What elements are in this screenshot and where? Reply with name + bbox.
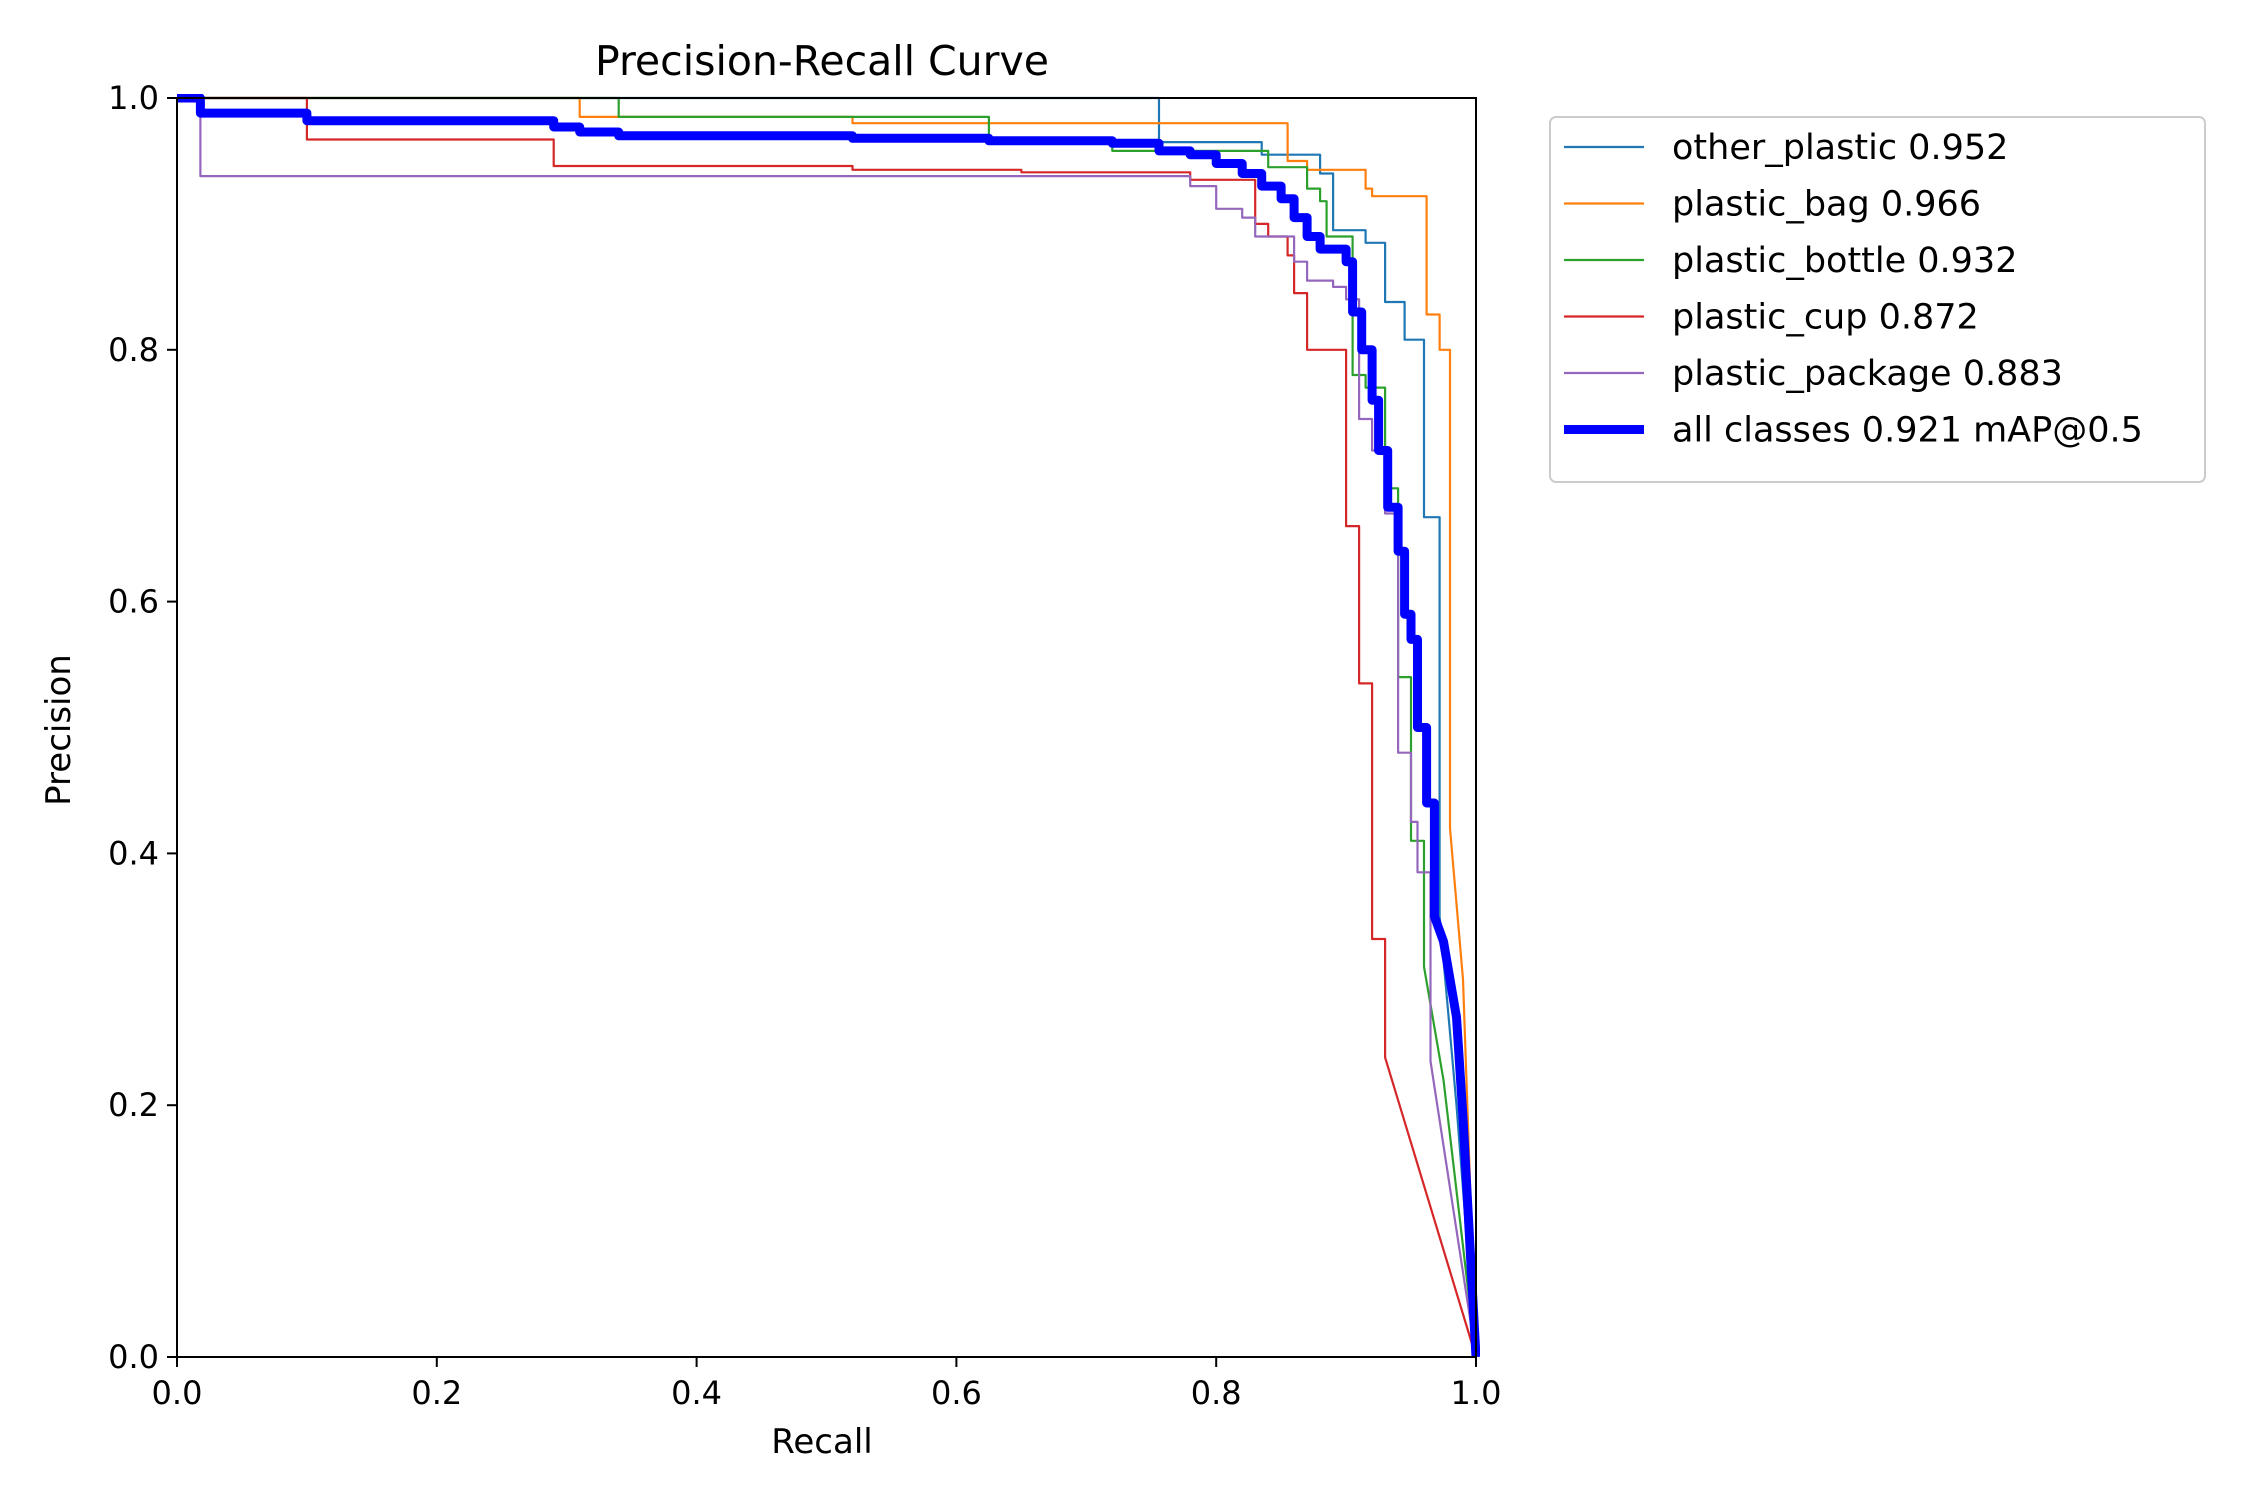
- legend-label-plastic-bag: plastic_bag 0.966: [1672, 185, 1981, 225]
- legend-label-plastic-bottle: plastic_bottle 0.932: [1672, 241, 2017, 281]
- plot-frame: [176, 97, 1477, 1358]
- legend-label-all-classes: all classes 0.921 mAP@0.5: [1672, 411, 2143, 451]
- x-tick-label: 0.2: [411, 1374, 462, 1412]
- y-tick-label: 0.4: [108, 834, 159, 872]
- x-tick-label: 0.4: [671, 1374, 722, 1412]
- series-line-plastic-bag: [177, 96, 1478, 1358]
- x-tick-label: 0.6: [931, 1374, 982, 1412]
- x-tick-label: 0.8: [1191, 1374, 1242, 1412]
- x-axis-title: Recall: [771, 1422, 872, 1462]
- chart-title: Precision-Recall Curve: [595, 37, 1049, 85]
- legend-label-other-plastic: other_plastic 0.952: [1672, 128, 2008, 168]
- y-axis-ticks: 0.0 0.2 0.4 0.6 0.8 1.0: [108, 79, 177, 1376]
- legend-label-plastic-package: plastic_package 0.883: [1672, 354, 2063, 394]
- y-axis-title: Precision: [39, 654, 79, 806]
- series-line-all-classes: [177, 94, 1480, 1358]
- legend-label-plastic-cup: plastic_cup 0.872: [1672, 298, 1979, 338]
- legend: other_plastic 0.952 plastic_bag 0.966 plas…: [1549, 116, 2206, 483]
- legend-box: [1549, 116, 2206, 483]
- x-tick-label: 1.0: [1451, 1374, 1502, 1412]
- y-tick-label: 0.2: [108, 1086, 159, 1124]
- y-tick-label: 1.0: [108, 79, 159, 117]
- series-layer: [177, 94, 1480, 1358]
- series-line-plastic-package: [177, 96, 1478, 1358]
- y-tick-label: 0.6: [108, 583, 159, 621]
- series-line-other-plastic: [177, 96, 1478, 1358]
- y-tick-label: 0.8: [108, 331, 159, 369]
- x-tick-label: 0.0: [152, 1374, 203, 1412]
- x-axis-ticks: 0.0 0.2 0.4 0.6 0.8 1.0: [152, 1357, 1502, 1412]
- y-tick-label: 0.0: [108, 1338, 159, 1376]
